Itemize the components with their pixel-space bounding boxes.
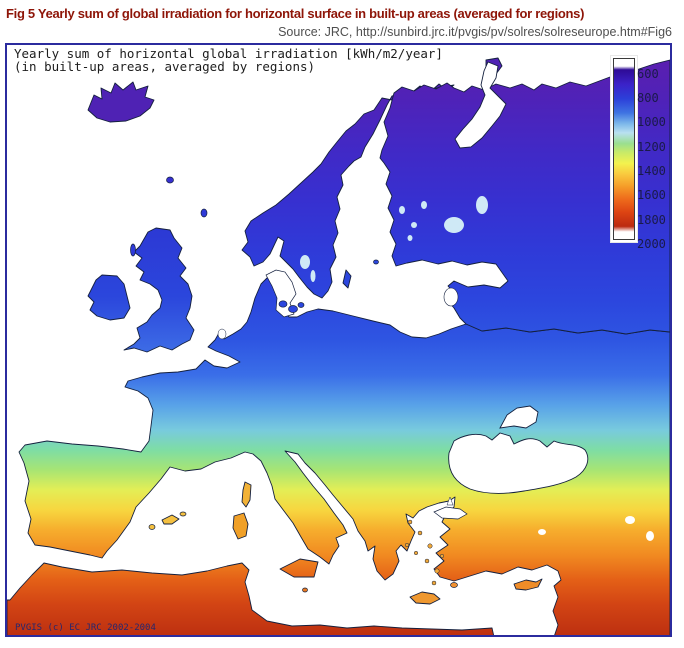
inland-seas (217, 61, 654, 541)
danish-island (288, 305, 298, 313)
finnish-lake (407, 235, 413, 241)
menorca (179, 511, 187, 517)
europe-irradiation-map (7, 45, 670, 635)
map-title-line1: Yearly sum of horizontal global irradiat… (14, 46, 443, 61)
finnish-lake (399, 206, 405, 214)
colorbar-gradient (613, 58, 635, 240)
land-masses (7, 57, 670, 635)
gulf-of-riga (443, 287, 459, 307)
malta (302, 587, 308, 593)
aegean-islands (404, 519, 445, 586)
lake-onega (476, 196, 488, 214)
region-iceland (87, 81, 155, 123)
sea-of-azov (499, 405, 539, 429)
region-mallorca (161, 514, 180, 525)
region-continental-europe (18, 276, 670, 635)
small-islands (130, 176, 458, 593)
region-sardinia (232, 512, 249, 540)
lake-urmia (646, 531, 654, 541)
colorbar-tick: 2000 (637, 237, 666, 251)
lake-vanern (300, 255, 310, 269)
lake-ladoga (444, 217, 464, 233)
colorbar-tick: 1400 (637, 164, 666, 178)
map-title: Yearly sum of horizontal global irradiat… (14, 47, 443, 73)
region-gotland (342, 269, 352, 289)
colorbar-tick: 1000 (637, 115, 666, 129)
colorbar-tick: 600 (637, 67, 659, 81)
region-great-britain (123, 227, 195, 353)
aland-islands (373, 259, 379, 265)
colorbar-tick: 1200 (637, 140, 666, 154)
region-cyprus (513, 578, 543, 591)
lakes (300, 196, 488, 282)
lake-van (625, 516, 635, 524)
region-ireland (87, 274, 131, 321)
ijsselmeer (217, 328, 227, 340)
shetland-islands (200, 208, 208, 218)
colorbar-tick: 1600 (637, 188, 666, 202)
faroe-islands (166, 176, 174, 184)
colorbar-tick: 1800 (637, 213, 666, 227)
finnish-lake (411, 222, 417, 228)
bosporus-strait (446, 496, 454, 506)
region-north-africa (7, 562, 495, 635)
map-frame: Yearly sum of horizontal global irradiat… (5, 43, 672, 637)
colorbar-frame (610, 55, 638, 243)
rhodes (450, 582, 458, 588)
region-sicily (279, 558, 319, 578)
black-sea (448, 432, 589, 494)
attribution: PVGIS (c) EC JRC 2002-2004 (15, 623, 156, 633)
lake-vattern (310, 270, 316, 282)
sea-of-marmara (433, 506, 468, 520)
figure-title: Fig 5 Yearly sum of global irradiation f… (6, 6, 585, 21)
colorbar-ticks: 600 800 1000 1200 1400 1600 1800 2000 (637, 55, 670, 250)
danish-island (297, 302, 305, 308)
lake-tuz (538, 529, 546, 535)
colorbar-legend: 600 800 1000 1200 1400 1600 1800 2000 (610, 55, 670, 250)
ibiza (148, 524, 156, 530)
map-title-line2: (in built-up areas, averaged by regions) (14, 59, 316, 74)
white-sea (454, 61, 507, 149)
hebrides (130, 243, 136, 257)
region-crete (409, 591, 441, 605)
colorbar-tick: 800 (637, 91, 659, 105)
region-corsica (241, 481, 252, 508)
region-scandinavia (241, 83, 455, 299)
finnish-lake (421, 201, 427, 209)
source-line: Source: JRC, http://sunbird.jrc.it/pvgis… (278, 25, 672, 39)
region-finland-nw-russia (379, 59, 670, 335)
danish-island (278, 300, 288, 308)
